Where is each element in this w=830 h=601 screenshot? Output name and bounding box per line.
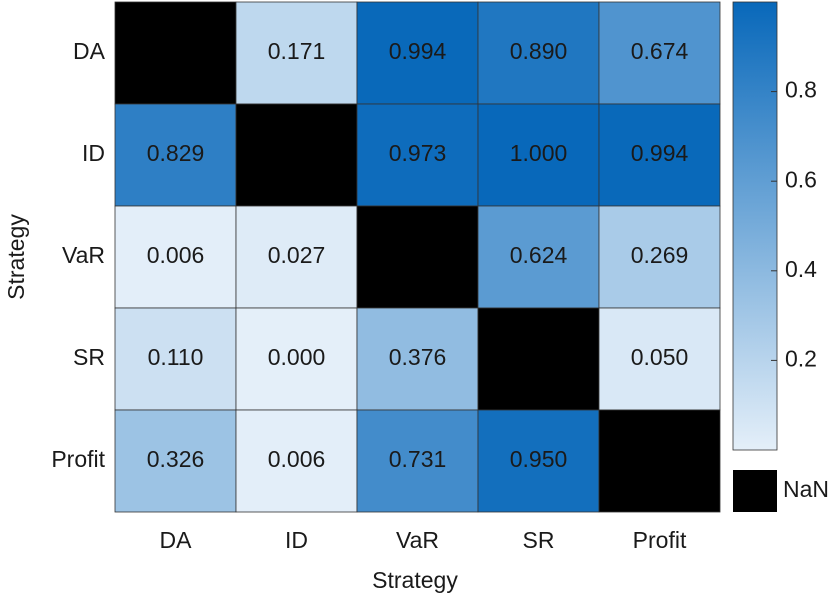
cell [356,1,479,105]
cell [356,103,479,207]
x-tick-label: DA [160,527,193,553]
cell [598,103,721,207]
cell [356,409,479,513]
x-axis-title: Strategy [372,567,458,593]
cell-label: 0.171 [268,38,326,64]
cell-label: 0.994 [389,38,447,64]
cell-label: 0.050 [631,344,689,370]
nan-cell [235,103,358,207]
nan-label: NaN [783,476,829,502]
x-tick-label: ID [285,527,308,553]
cell [235,307,358,411]
y-tick-label: SR [73,344,105,370]
cell [598,205,721,309]
cell-label: 0.000 [268,344,326,370]
cell [235,205,358,309]
colorbar-tick-label: 0.8 [785,77,817,103]
cell [477,409,600,513]
y-tick-label: ID [82,140,105,166]
cell-label: 0.110 [148,344,204,370]
colorbar [732,1,778,451]
cell [598,307,721,411]
cell [477,1,600,105]
cell-label: 0.950 [510,446,568,472]
cell-label: 0.731 [389,446,447,472]
colorbar-tick-label: 0.6 [785,166,817,192]
cell-label: 0.674 [631,38,689,64]
cell-label: 0.269 [631,242,689,268]
colorbar-tick-label: 0.4 [785,256,817,282]
x-tick-label: VaR [396,527,439,553]
cell-label: 1.000 [510,140,568,166]
nan-cell [598,409,721,513]
y-tick-label: DA [73,38,106,64]
cell-label: 0.624 [510,242,568,268]
cell-label: 0.027 [268,242,326,268]
y-tick-label: Profit [51,446,105,472]
cell-label: 0.994 [631,140,689,166]
x-tick-label: Profit [633,527,687,553]
cell-label: 0.376 [389,344,447,370]
y-tick-label: VaR [62,242,105,268]
cell [598,1,721,105]
cell-label: 0.326 [147,446,205,472]
y-axis-title: Strategy [3,214,29,300]
cell [114,103,237,207]
cell-label: 0.006 [268,446,326,472]
nan-swatch [733,470,777,512]
cell-label: 0.006 [147,242,205,268]
cell-label: 0.890 [510,38,568,64]
nan-cell [114,1,237,105]
nan-cell [356,205,479,309]
cell [114,409,237,513]
colorbar-tick-label: 0.2 [785,345,817,371]
cell [235,1,358,105]
x-tick-label: SR [523,527,555,553]
cell [235,409,358,513]
cell-label: 0.829 [147,140,205,166]
nan-cell [477,307,600,411]
cell [114,307,237,411]
cell [356,307,479,411]
cell-label: 0.973 [389,140,447,166]
